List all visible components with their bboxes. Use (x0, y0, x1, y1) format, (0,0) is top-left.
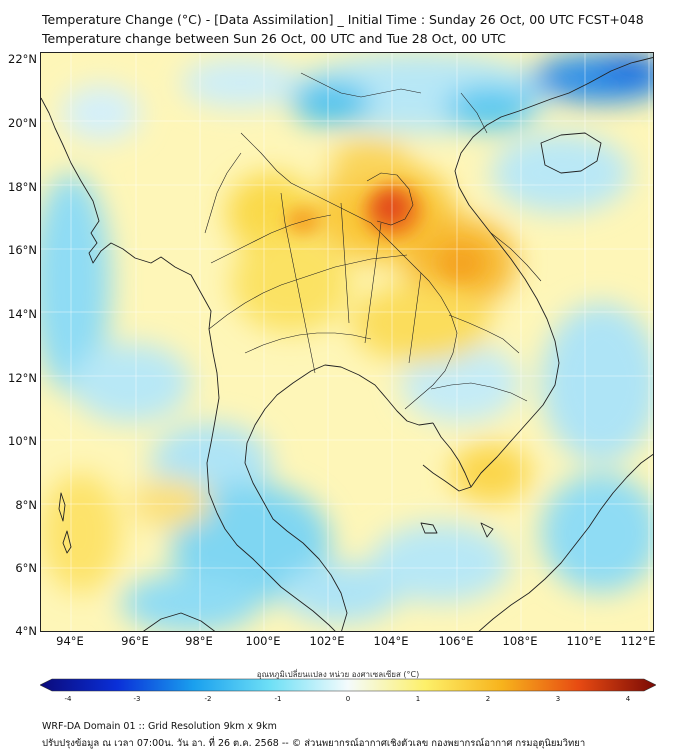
colorbar-tick-4: 4 (625, 695, 631, 703)
colorbar-tick--2: -2 (204, 695, 212, 703)
title-line-2: Temperature change between Sun 26 Oct, 0… (42, 31, 506, 46)
lon-label-104e: 104°E (373, 634, 409, 648)
graticule (41, 53, 653, 631)
colorbar-tick-0: 0 (345, 695, 351, 703)
lon-label-96e: 96°E (121, 634, 149, 648)
colorbar (40, 678, 656, 692)
colorbar-tick--1: -1 (274, 695, 282, 703)
map-svg (41, 53, 653, 631)
colorbar-tick--4: -4 (64, 695, 72, 703)
coastlines (41, 57, 653, 631)
lat-label-20n: 20°N (8, 116, 37, 130)
lat-label-12n: 12°N (8, 371, 37, 385)
lat-label-4n: 4°N (15, 624, 37, 638)
colorbar-tick-2: 2 (485, 695, 491, 703)
lon-label-106e: 106°E (438, 634, 474, 648)
footer-credit: ปรับปรุงข้อมูล ณ เวลา 07:00น. วัน อา. ที… (42, 738, 586, 749)
temperature-hotspot (285, 183, 483, 281)
lon-label-100e: 100°E (245, 634, 281, 648)
lat-label-16n: 16°N (8, 243, 37, 257)
temperature-field (41, 53, 653, 631)
lon-label-102e: 102°E (309, 634, 345, 648)
colorbar-title: อุณหภูมิเปลี่ยนแปลง หน่วย องศาเซลเซียส (… (256, 670, 420, 679)
lon-label-110e: 110°E (566, 634, 602, 648)
colorbar-tick--3: -3 (133, 695, 141, 703)
lon-label-108e: 108°E (502, 634, 538, 648)
admin-boundaries (204, 72, 542, 410)
title-line-1: Temperature Change (°C) - [Data Assimila… (42, 12, 644, 27)
lat-label-14n: 14°N (8, 307, 37, 321)
lat-label-22n: 22°N (8, 52, 37, 66)
lat-label-10n: 10°N (8, 434, 37, 448)
temperature-change-map[interactable] (40, 52, 654, 632)
colorbar-tick-1: 1 (415, 695, 421, 703)
lon-label-94e: 94°E (56, 634, 84, 648)
lat-label-6n: 6°N (15, 561, 37, 575)
lon-label-112e: 112°E (620, 634, 656, 648)
colorbar-tick-3: 3 (555, 695, 561, 703)
lat-label-18n: 18°N (8, 180, 37, 194)
lat-label-8n: 8°N (15, 498, 37, 512)
lon-label-98e: 98°E (185, 634, 213, 648)
footer-model-info: WRF-DA Domain 01 :: Grid Resolution 9km … (42, 721, 277, 732)
